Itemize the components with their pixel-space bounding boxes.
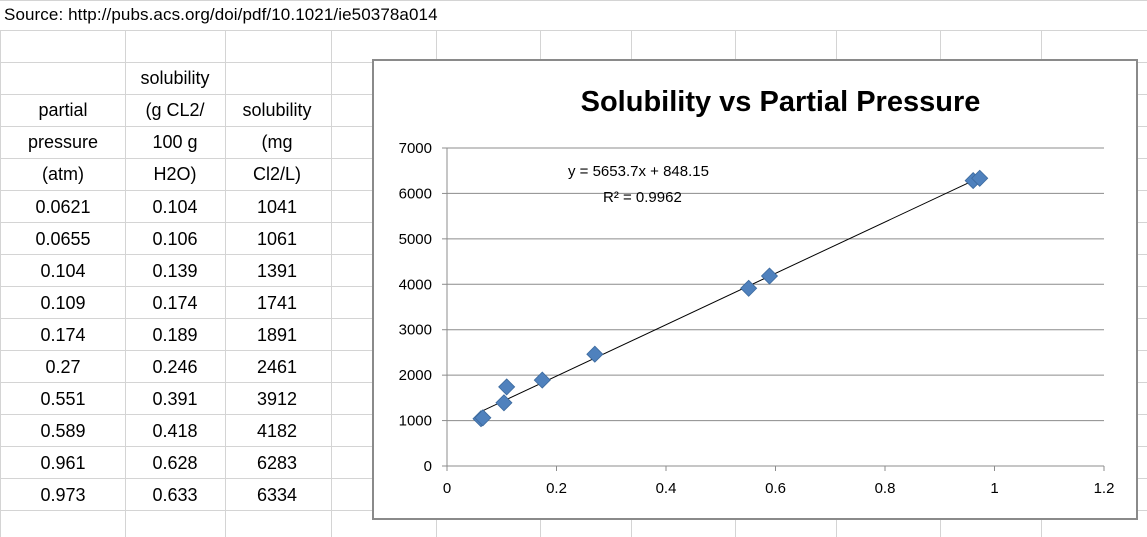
table-cell[interactable]: 0.104 — [40, 261, 86, 281]
source-citation: Source: http://pubs.acs.org/doi/pdf/10.1… — [4, 5, 438, 24]
r-squared-label: R² = 0.9962 — [603, 189, 682, 206]
data-point-marker[interactable] — [760, 267, 779, 285]
table-cell[interactable]: 0.0655 — [35, 229, 91, 249]
y-tick-label: 3000 — [399, 322, 432, 339]
table-cell[interactable]: 4182 — [256, 421, 298, 441]
table-cell[interactable]: 0.109 — [40, 293, 86, 313]
table-cell[interactable]: 3912 — [256, 389, 298, 409]
table-cell[interactable]: 0.391 — [152, 389, 198, 409]
column-header-line: partial — [38, 100, 88, 120]
table-cell[interactable]: 0.27 — [45, 357, 81, 377]
column-header-line: (atm) — [42, 164, 84, 184]
data-point-marker[interactable] — [971, 169, 989, 187]
table-cell[interactable]: 0.139 — [152, 261, 198, 281]
chart-area[interactable]: Solubility vs Partial Pressure 0 1000 2000 3… — [372, 59, 1138, 520]
column-header-line: 100 g — [152, 132, 198, 152]
table-cell[interactable]: 1391 — [256, 261, 298, 281]
table-cell[interactable]: 0.551 — [40, 389, 86, 409]
table-cell[interactable]: 0.246 — [152, 357, 198, 377]
scatter-chart: Solubility vs Partial Pressure 0 1000 2000 3… — [399, 86, 1115, 497]
y-tick-label: 1000 — [399, 413, 432, 430]
x-tick-label: 0.6 — [765, 480, 786, 497]
y-tick-label: 2000 — [399, 367, 432, 384]
table-cell[interactable]: 6334 — [256, 485, 298, 505]
table-cell[interactable]: 0.189 — [152, 325, 198, 345]
table-cell[interactable]: 6283 — [256, 453, 298, 473]
table-cell[interactable]: 1891 — [256, 325, 298, 345]
table-cell[interactable]: 0.106 — [152, 229, 198, 249]
data-point-marker[interactable] — [740, 279, 758, 297]
table-cell[interactable]: 1061 — [256, 229, 298, 249]
table-cell[interactable]: 0.418 — [152, 421, 198, 441]
column-header-line: (mg — [261, 132, 293, 152]
data-point-marker[interactable] — [474, 409, 492, 427]
table-cell[interactable]: 0.589 — [40, 421, 86, 441]
data-point-marker[interactable] — [586, 345, 604, 363]
table-cell[interactable]: 1041 — [256, 197, 298, 217]
chart-title: Solubility vs Partial Pressure — [581, 86, 981, 118]
x-tick-label: 0.2 — [546, 480, 567, 497]
table-cell[interactable]: 1741 — [256, 293, 298, 313]
table-cell[interactable]: 0.174 — [152, 293, 198, 313]
column-header-line: solubility — [140, 68, 210, 88]
trendline-equation: y = 5653.7x + 848.15 — [568, 163, 709, 180]
x-tick-label: 1.2 — [1094, 480, 1115, 497]
data-point-marker[interactable] — [533, 371, 551, 389]
table-cell[interactable]: 0.104 — [152, 197, 198, 217]
x-tick-label: 0.8 — [875, 480, 896, 497]
y-tick-label: 0 — [424, 458, 432, 475]
x-tick-label: 0.4 — [656, 480, 677, 497]
column-header-line: Cl2/L) — [252, 164, 301, 184]
table-cell[interactable]: 0.633 — [152, 485, 198, 505]
y-tick-label: 5000 — [399, 231, 432, 248]
data-point-marker[interactable] — [495, 394, 513, 412]
column-header-line: (g CL2/ — [145, 100, 205, 120]
y-tick-label: 4000 — [399, 276, 432, 293]
data-point-marker[interactable] — [498, 378, 516, 396]
table-cell[interactable]: 0.973 — [40, 485, 86, 505]
column-header-line: pressure — [27, 132, 99, 152]
x-tick-label: 0 — [443, 480, 451, 497]
column-header-line: solubility — [242, 100, 312, 120]
x-tick-label: 1 — [990, 480, 998, 497]
table-cell[interactable]: 0.628 — [152, 453, 198, 473]
table-cell[interactable]: 0.174 — [40, 325, 86, 345]
table-cell[interactable]: 0.961 — [40, 453, 86, 473]
y-tick-label: 6000 — [399, 185, 432, 202]
trendline — [480, 177, 980, 412]
column-header-line: H2O) — [153, 164, 197, 184]
table-cell[interactable]: 0.0621 — [35, 197, 91, 217]
table-cell[interactable]: 2461 — [256, 357, 298, 377]
y-tick-label: 7000 — [399, 140, 432, 157]
